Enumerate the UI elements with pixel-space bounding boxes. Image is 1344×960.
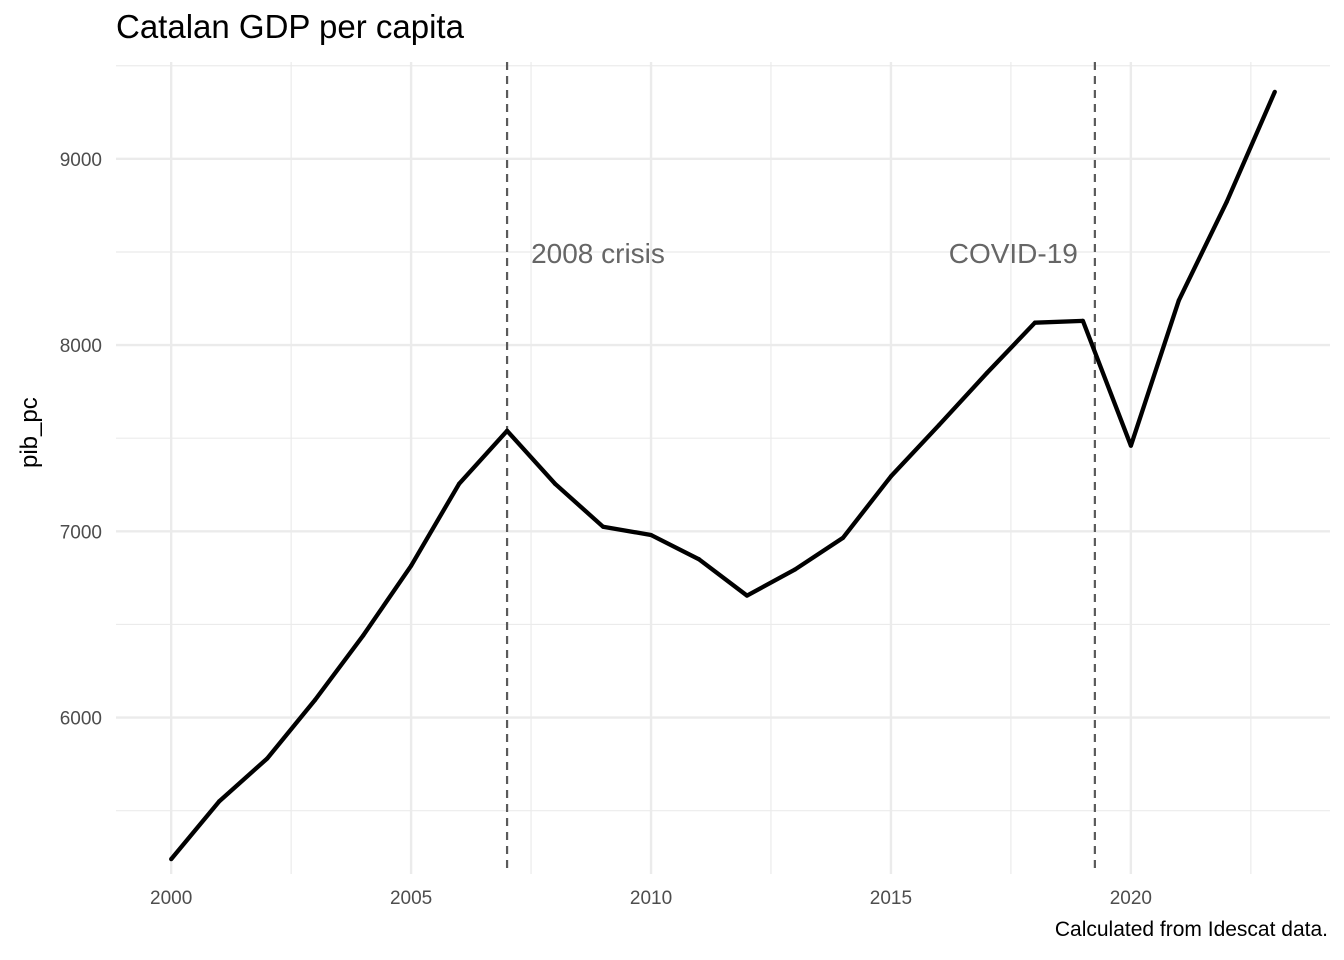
data-point — [1224, 199, 1229, 204]
y-tick-label: 6000 — [60, 709, 102, 730]
data-point — [265, 756, 270, 761]
y-tick-label: 8000 — [60, 336, 102, 357]
data-point — [504, 428, 510, 433]
data-point — [744, 593, 750, 598]
data-point — [552, 481, 558, 486]
x-tick-label: 2000 — [150, 888, 192, 909]
x-tick-label: 2015 — [870, 888, 912, 909]
data-point — [792, 567, 798, 572]
data-point — [456, 481, 462, 486]
x-tick-label: 2020 — [1110, 888, 1152, 909]
event-annotations: 2008 crisis COVID-19 — [531, 238, 1078, 269]
event-annotation-label: 2008 crisis — [531, 238, 665, 269]
data-point — [1032, 320, 1037, 325]
event-annotation-label: COVID-19 — [949, 238, 1078, 269]
major-gridlines — [116, 62, 1330, 874]
y-axis-label: pib_pc — [16, 397, 43, 468]
data-point — [409, 563, 414, 568]
data-point — [984, 370, 990, 376]
chart-title: Catalan GDP per capita — [116, 8, 464, 45]
x-axis-tick-labels: 2000 2005 2010 2015 2020 — [150, 888, 1152, 909]
chart-caption: Calculated from Idescat data. — [1054, 918, 1328, 941]
data-point — [1128, 443, 1133, 448]
data-point — [648, 532, 654, 538]
series-lines — [169, 89, 1277, 862]
data-point — [1080, 318, 1085, 323]
data-point — [888, 474, 894, 479]
y-tick-label: 7000 — [60, 522, 102, 543]
data-point — [217, 799, 222, 804]
data-point — [1176, 298, 1181, 303]
data-point — [600, 524, 606, 529]
data-point — [696, 557, 702, 562]
x-tick-label: 2005 — [390, 888, 432, 909]
x-tick-label: 2010 — [630, 888, 672, 909]
data-point — [936, 423, 942, 428]
y-axis-tick-labels: 6000 7000 8000 9000 — [60, 150, 102, 730]
data-point — [313, 697, 318, 702]
data-point — [840, 535, 846, 540]
event-lines — [505, 62, 1096, 874]
data-point — [361, 633, 366, 638]
data-point — [169, 857, 174, 862]
series-line — [169, 90, 1277, 861]
data-point — [1272, 89, 1277, 94]
minor-gridlines — [116, 62, 1330, 874]
y-tick-label: 9000 — [60, 150, 102, 171]
